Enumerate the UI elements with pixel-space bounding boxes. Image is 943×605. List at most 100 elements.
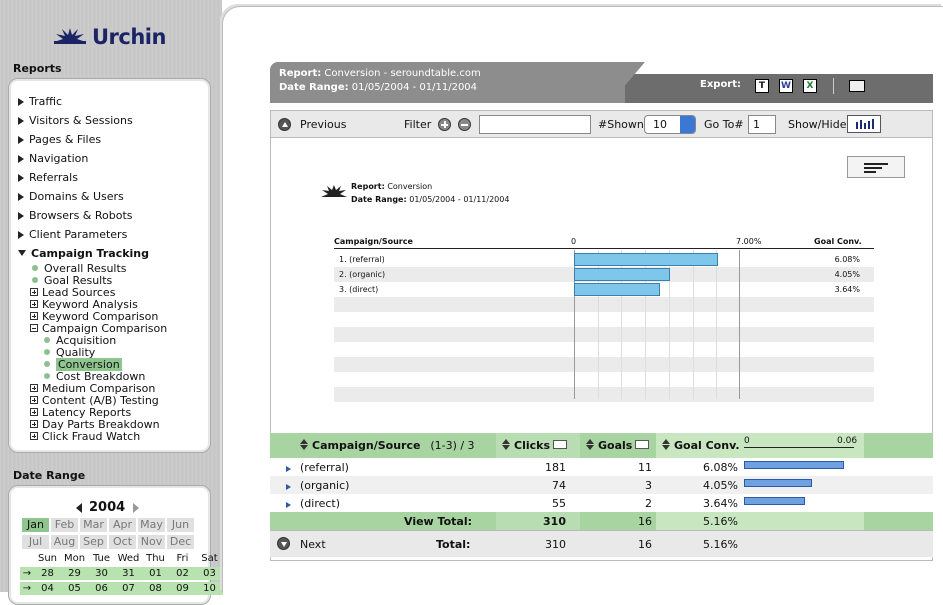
nav-click-fraud-watch[interactable]: Click Fraud Watch [30, 430, 140, 443]
shown-label: #Shown [598, 118, 644, 131]
export-word-icon[interactable]: W [779, 79, 793, 93]
nav-navigation[interactable]: Navigation [18, 152, 88, 165]
graph-bar [574, 283, 661, 296]
nav-referrals[interactable]: Referrals [18, 171, 78, 184]
nav-conversion[interactable]: Conversion [44, 358, 122, 371]
export-text-icon[interactable]: T [755, 79, 769, 93]
calendar-day[interactable]: 31 [115, 567, 142, 580]
calendar-day[interactable]: 29 [61, 567, 88, 580]
month-dec[interactable]: Dec [167, 535, 194, 549]
nav-traffic[interactable]: Traffic [18, 95, 62, 108]
nav-pages-files[interactable]: Pages & Files [18, 133, 101, 146]
expand-row-icon[interactable] [286, 462, 291, 475]
bullet-icon [44, 373, 50, 379]
month-oct[interactable]: Oct [109, 535, 136, 549]
nav-quality[interactable]: Quality [44, 346, 95, 359]
col-clicks[interactable]: Clicks [496, 433, 580, 458]
nav-day-parts-breakdown[interactable]: Day Parts Breakdown [30, 418, 160, 431]
triangle-right-icon [18, 174, 24, 182]
previous-icon[interactable] [278, 118, 291, 131]
nav-goal-results[interactable]: Goal Results [32, 274, 112, 287]
nav-latency-reports[interactable]: Latency Reports [30, 406, 131, 419]
calendar-day[interactable]: 04 [34, 582, 61, 595]
export-excel-icon[interactable]: X [803, 79, 817, 93]
nav-domains-users[interactable]: Domains & Users [18, 190, 124, 203]
next-link[interactable]: Next [300, 538, 326, 551]
table-row[interactable]: (referral) 181 11 6.08% [270, 458, 933, 476]
print-icon[interactable] [849, 80, 865, 92]
calendar-day[interactable]: 30 [88, 567, 115, 580]
month-apr[interactable]: Apr [109, 518, 136, 532]
nav-cost-breakdown[interactable]: Cost Breakdown [44, 370, 145, 383]
expand-row-icon[interactable] [286, 498, 291, 511]
nav-campaign-tracking[interactable]: Campaign Tracking [18, 247, 149, 260]
calendar-day[interactable]: 03 [196, 567, 223, 580]
chart-toggle-icon[interactable] [553, 440, 567, 449]
nav-medium-comparison[interactable]: Medium Comparison [30, 382, 155, 395]
month-jul[interactable]: Jul [22, 535, 49, 549]
table-row[interactable]: (organic) 74 3 4.05% [270, 476, 933, 494]
nav-keyword-comparison[interactable]: Keyword Comparison [30, 310, 158, 323]
chart-type-button[interactable] [847, 156, 905, 178]
nav-acquisition[interactable]: Acquisition [44, 334, 116, 347]
month-feb[interactable]: Feb [51, 518, 78, 532]
graph-axis-max: 7.00% [736, 237, 762, 246]
showhide-graph-icon[interactable] [847, 115, 881, 133]
nav-campaign-comparison[interactable]: Campaign Comparison [30, 322, 167, 335]
graph-gridline [597, 250, 599, 399]
table-row[interactable]: (direct) 55 2 3.64% [270, 494, 933, 512]
row-name[interactable]: (organic) [300, 479, 350, 492]
filter-input[interactable] [479, 115, 591, 134]
expand-icon [30, 408, 38, 416]
nav-lead-sources[interactable]: Lead Sources [30, 286, 115, 299]
month-aug[interactable]: Aug [51, 535, 78, 549]
nav-keyword-analysis[interactable]: Keyword Analysis [30, 298, 138, 311]
month-jun[interactable]: Jun [167, 518, 194, 532]
goto-input[interactable]: 1 [748, 115, 776, 134]
calendar-day[interactable]: 07 [115, 582, 142, 595]
expand-row-icon[interactable] [286, 480, 291, 493]
nav-browsers-robots[interactable]: Browsers & Robots [18, 209, 133, 222]
graph-axis-area [574, 250, 740, 399]
calendar-day[interactable]: 06 [88, 582, 115, 595]
date-range-heading: Date Range [13, 469, 86, 482]
month-may[interactable]: May [138, 518, 165, 532]
nav-visitors-sessions[interactable]: Visitors & Sessions [18, 114, 133, 127]
calendar-day[interactable]: 01 [142, 567, 169, 580]
prev-year-icon[interactable] [76, 503, 82, 513]
month-jan[interactable]: Jan [22, 518, 49, 532]
calendar-day[interactable]: 28 [34, 567, 61, 580]
nav-client-parameters[interactable]: Client Parameters [18, 228, 127, 241]
previous-link[interactable]: Previous [300, 118, 347, 131]
filter-include-icon[interactable] [438, 118, 451, 131]
next-icon[interactable] [277, 537, 290, 550]
row-name[interactable]: (direct) [300, 497, 341, 510]
nav-overall-results[interactable]: Overall Results [32, 262, 127, 275]
bullet-icon [44, 361, 50, 367]
month-sep[interactable]: Sep [80, 535, 107, 549]
calendar-day[interactable]: 08 [142, 582, 169, 595]
col-campaign-source[interactable]: Campaign/Source (1-3) / 3 [300, 433, 475, 458]
col-goal-conv[interactable]: Goal Conv. [656, 433, 864, 458]
chart-toggle-icon[interactable] [635, 440, 650, 449]
row-name[interactable]: (referral) [300, 461, 349, 474]
urchin-logo[interactable]: Urchin [52, 24, 166, 50]
select-week-icon[interactable]: → [20, 567, 34, 580]
graph-gridline [668, 250, 670, 399]
calendar-day[interactable]: 09 [169, 582, 196, 595]
filter-exclude-icon[interactable] [458, 118, 471, 131]
calendar-day[interactable]: 02 [169, 567, 196, 580]
next-year-icon[interactable] [133, 503, 139, 513]
calendar-day[interactable]: 05 [61, 582, 88, 595]
calendar-day[interactable]: 10 [196, 582, 223, 595]
month-nov[interactable]: Nov [138, 535, 165, 549]
sort-icon [300, 439, 309, 450]
scale-max: 0.06 [837, 436, 858, 446]
select-arrows-icon[interactable] [680, 116, 695, 133]
month-mar[interactable]: Mar [80, 518, 107, 532]
select-week-icon[interactable]: → [20, 582, 34, 595]
col-goals[interactable]: Goals [580, 433, 654, 458]
logo-text: Urchin [92, 25, 166, 49]
graph-gridline [716, 250, 718, 399]
nav-content-ab-testing[interactable]: Content (A/B) Testing [30, 394, 159, 407]
